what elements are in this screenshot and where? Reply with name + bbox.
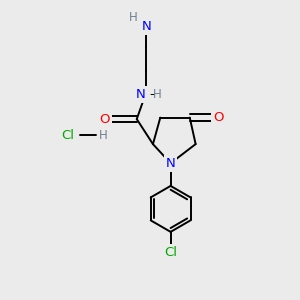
Text: -: - [150,88,154,100]
Text: N: N [142,20,152,33]
Text: Cl: Cl [61,129,74,142]
Text: Cl: Cl [164,246,177,259]
Text: N: N [135,88,145,100]
Text: H: H [129,11,138,24]
Text: N: N [166,157,176,170]
Text: O: O [99,112,110,126]
Text: H: H [152,88,161,100]
Text: O: O [213,111,224,124]
Text: H: H [98,129,107,142]
